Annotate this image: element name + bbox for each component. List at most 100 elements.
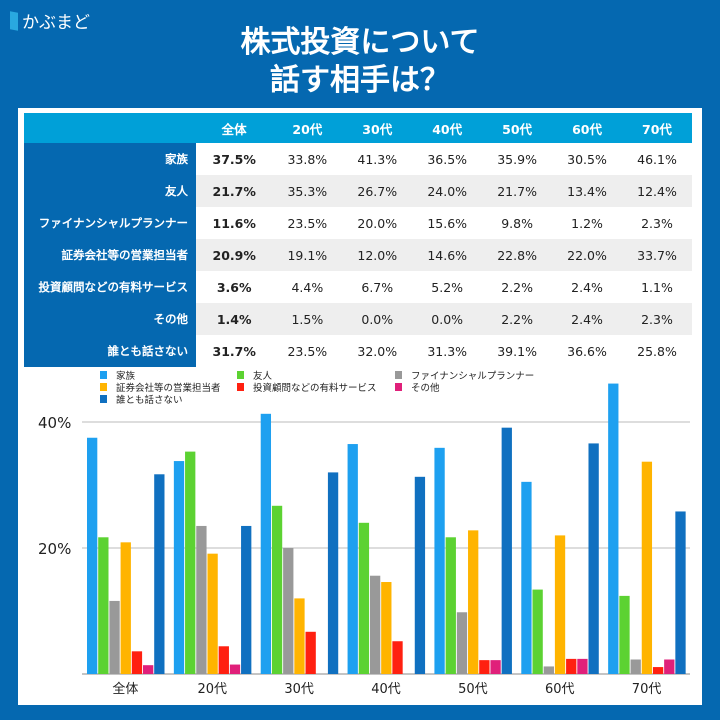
legend-swatch-1 [237, 371, 244, 379]
table-row: 証券会社等の営業担当者 20.9% 19.1% 12.0% 14.6% 22.8% 22.0… [24, 239, 692, 271]
legend-swatch-5 [395, 383, 402, 391]
bar-1-6 [619, 595, 630, 674]
bar-0-3 [347, 444, 358, 674]
table-cell: 24.0% [412, 175, 483, 207]
bar-2-6 [630, 659, 641, 674]
table-cell: 2.3% [641, 215, 673, 231]
bar-0-2 [260, 413, 272, 674]
x-tick-label: 全体 [112, 681, 138, 697]
table-cell: 22.8% [482, 239, 553, 271]
x-tick-label: 40代 [371, 682, 401, 697]
x-tick-label: 20代 [198, 682, 228, 697]
bar-3-0 [120, 542, 131, 674]
row-label: 友人 [24, 175, 196, 207]
legend-swatch-3 [100, 383, 107, 391]
table-row: 家族 37.5% 33.8% 41.3% 36.5% 35.9% 30.5% 46.1% [24, 143, 692, 175]
table-row: ファイナンシャルプランナー 11.6% 23.5% 20.0% 15.6% 9.8% 1.2… [24, 207, 692, 239]
table-cell: 1.5% [272, 303, 343, 335]
row-label: 証券会社等の営業担当者 [24, 239, 196, 271]
bar-2-5 [543, 666, 554, 674]
table-cell: 1.1% [641, 279, 673, 295]
bar-6-0 [154, 474, 165, 674]
bar-3-5 [554, 535, 566, 674]
table-row: 友人 21.7% 35.3% 26.7% 24.0% 21.7% 13.4% 12.4% [24, 175, 692, 207]
table-cell: 39.1% [497, 343, 537, 359]
bar-5-0 [143, 665, 154, 674]
legend-label: 投資顧問などの有料サービス [253, 382, 377, 394]
bar-3-2 [294, 598, 305, 674]
table-cell: 12.4% [621, 175, 692, 207]
table-cell: 5.2% [431, 279, 464, 295]
table-cell: 46.1% [637, 151, 677, 167]
table-cell: 35.3% [272, 175, 343, 207]
bar-1-5 [532, 589, 543, 674]
bar-2-2 [283, 548, 294, 674]
table-cell: 2.2% [501, 279, 533, 295]
bar-2-0 [109, 600, 120, 674]
title-line-1: 株式投資について [240, 25, 480, 60]
bar-0-5 [521, 481, 532, 674]
column-header: 30代 [342, 113, 413, 143]
brand-logo: かぶまど [10, 8, 90, 33]
bar-4-3 [392, 641, 403, 674]
table-cell: 23.5% [287, 215, 328, 231]
table-cell: 1.4% [196, 303, 273, 335]
table-row: 投資顧問などの有料サービス 3.6% 4.4% 6.7% 5.2% 2.2% 2.4% 1.1… [24, 271, 692, 303]
table-cell: 2.3% [621, 303, 692, 335]
data-table: 全体 20代 30代 40代 50代 60代 70代 家族 37.5% 33.8% 41.3% 36.… [24, 113, 692, 367]
y-tick-label: 20% [38, 540, 71, 558]
row-label: その他 [24, 303, 196, 335]
table-cell: 13.4% [552, 175, 622, 207]
bar-0-4 [434, 447, 445, 674]
bar-6-5 [588, 443, 599, 674]
bar-2-4 [456, 612, 468, 674]
bar-1-4 [445, 537, 456, 674]
bar-3-3 [381, 582, 392, 674]
bar-5-4 [490, 660, 501, 674]
legend-label: 誰とも話さない [116, 394, 183, 406]
table-cell: 3.6% [216, 279, 252, 295]
column-header: 20代 [272, 113, 343, 143]
bar-0-0 [87, 437, 98, 674]
table-cell: 41.3% [357, 151, 398, 167]
row-label: 家族 [24, 143, 196, 175]
legend-label: ファイナンシャルプランナー [411, 371, 534, 382]
bar-6-1 [241, 525, 252, 674]
table-cell: 6.7% [361, 279, 394, 295]
table-cell: 22.0% [552, 239, 622, 271]
bar-6-2 [327, 472, 339, 674]
bar-5-5 [577, 658, 588, 674]
bar-4-4 [479, 660, 490, 674]
table-cell: 36.5% [427, 151, 468, 167]
table-cell: 2.2% [482, 303, 553, 335]
column-header: 70代 [621, 113, 692, 143]
table-cell: 9.8% [501, 215, 533, 231]
table-cell: 32.0% [357, 343, 398, 359]
row-label: 投資顧問などの有料サービス [24, 271, 196, 303]
bar-2-1 [196, 525, 207, 674]
table-cell: 2.4% [571, 279, 603, 295]
table-cell: 1.2% [571, 215, 603, 231]
bar-4-5 [566, 658, 577, 674]
legend-swatch-2 [395, 371, 402, 379]
title-line-2: 話す相手は？ [270, 63, 450, 98]
x-tick-label: 30代 [284, 682, 314, 697]
bar-2-3 [369, 575, 381, 674]
bar-0-1 [173, 461, 185, 674]
table-cell: 33.8% [287, 151, 328, 167]
bar-1-2 [271, 505, 283, 674]
table-cell: 14.6% [412, 239, 483, 271]
column-header: 40代 [412, 113, 483, 143]
legend-label: 証券会社等の営業担当者 [116, 382, 221, 394]
table-cell: 26.7% [342, 175, 413, 207]
row-label: ファイナンシャルプランナー [24, 207, 196, 239]
table-cell: 36.6% [567, 343, 607, 359]
legend-swatch-0 [100, 371, 107, 379]
brand-name: かぶまど [22, 13, 90, 33]
table-cell: 31.7% [212, 343, 256, 359]
table-cell: 12.0% [342, 239, 413, 271]
table-cell: 21.7% [482, 175, 553, 207]
bar-4-2 [305, 631, 316, 674]
x-tick-label: 50代 [458, 682, 488, 697]
